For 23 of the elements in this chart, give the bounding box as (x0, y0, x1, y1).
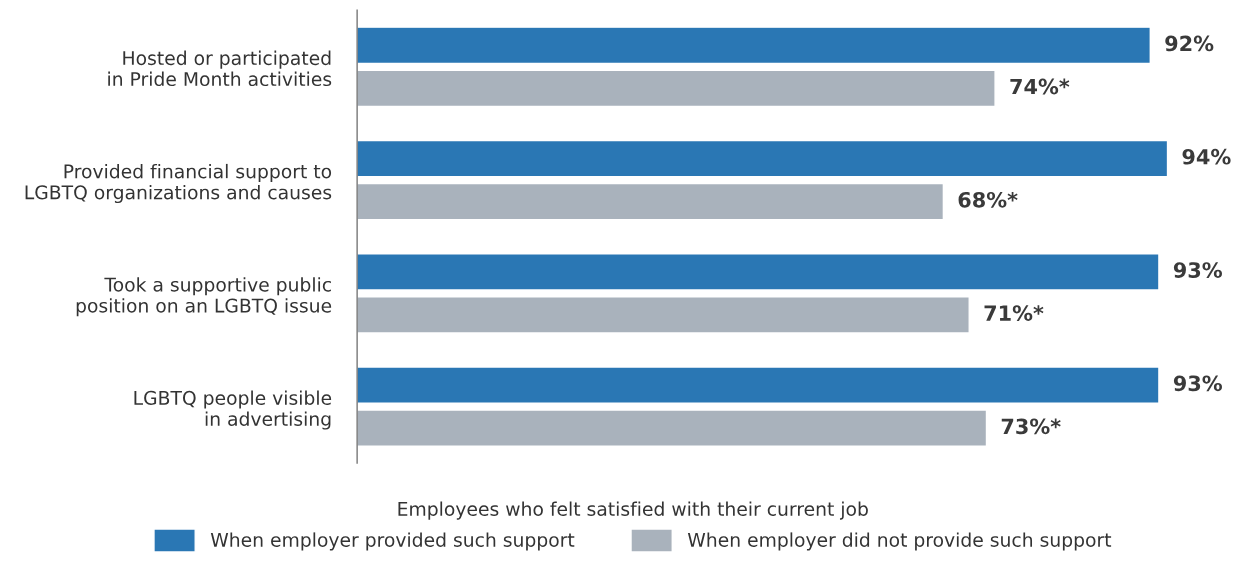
data-label: 93% (1173, 375, 1222, 392)
bar (357, 296, 970, 334)
data-label: 73%* (1001, 418, 1061, 435)
data-label: 68%* (958, 191, 1018, 208)
data-label: 71%* (984, 305, 1044, 321)
data-label: 94% (1182, 148, 1231, 165)
data-label: 74%* (1010, 78, 1070, 95)
bar (357, 409, 988, 448)
bar (357, 26, 1151, 65)
data-label: 92% (1165, 35, 1214, 52)
bar (357, 139, 1169, 178)
y-tick-label: Provided financial support to LGBTQ organizations and causes (25, 163, 332, 204)
bar (357, 366, 1160, 404)
bar (357, 253, 1160, 291)
legend-label: When employer did not provide such support (687, 532, 1112, 551)
bar (357, 182, 945, 221)
bar (357, 69, 996, 108)
y-tick-label: Hosted or participated in Pride Month activities (108, 50, 332, 87)
legend-title: Employees who felt satisfied with their current job (398, 501, 868, 520)
data-label: 93% (1173, 262, 1222, 278)
legend-label: When employer provided such support (210, 532, 575, 551)
y-tick-label: LGBTQ people visible in advertising (134, 390, 332, 430)
y-tick-label: Took a supportive public position on an LGBTQ issue (76, 277, 332, 317)
